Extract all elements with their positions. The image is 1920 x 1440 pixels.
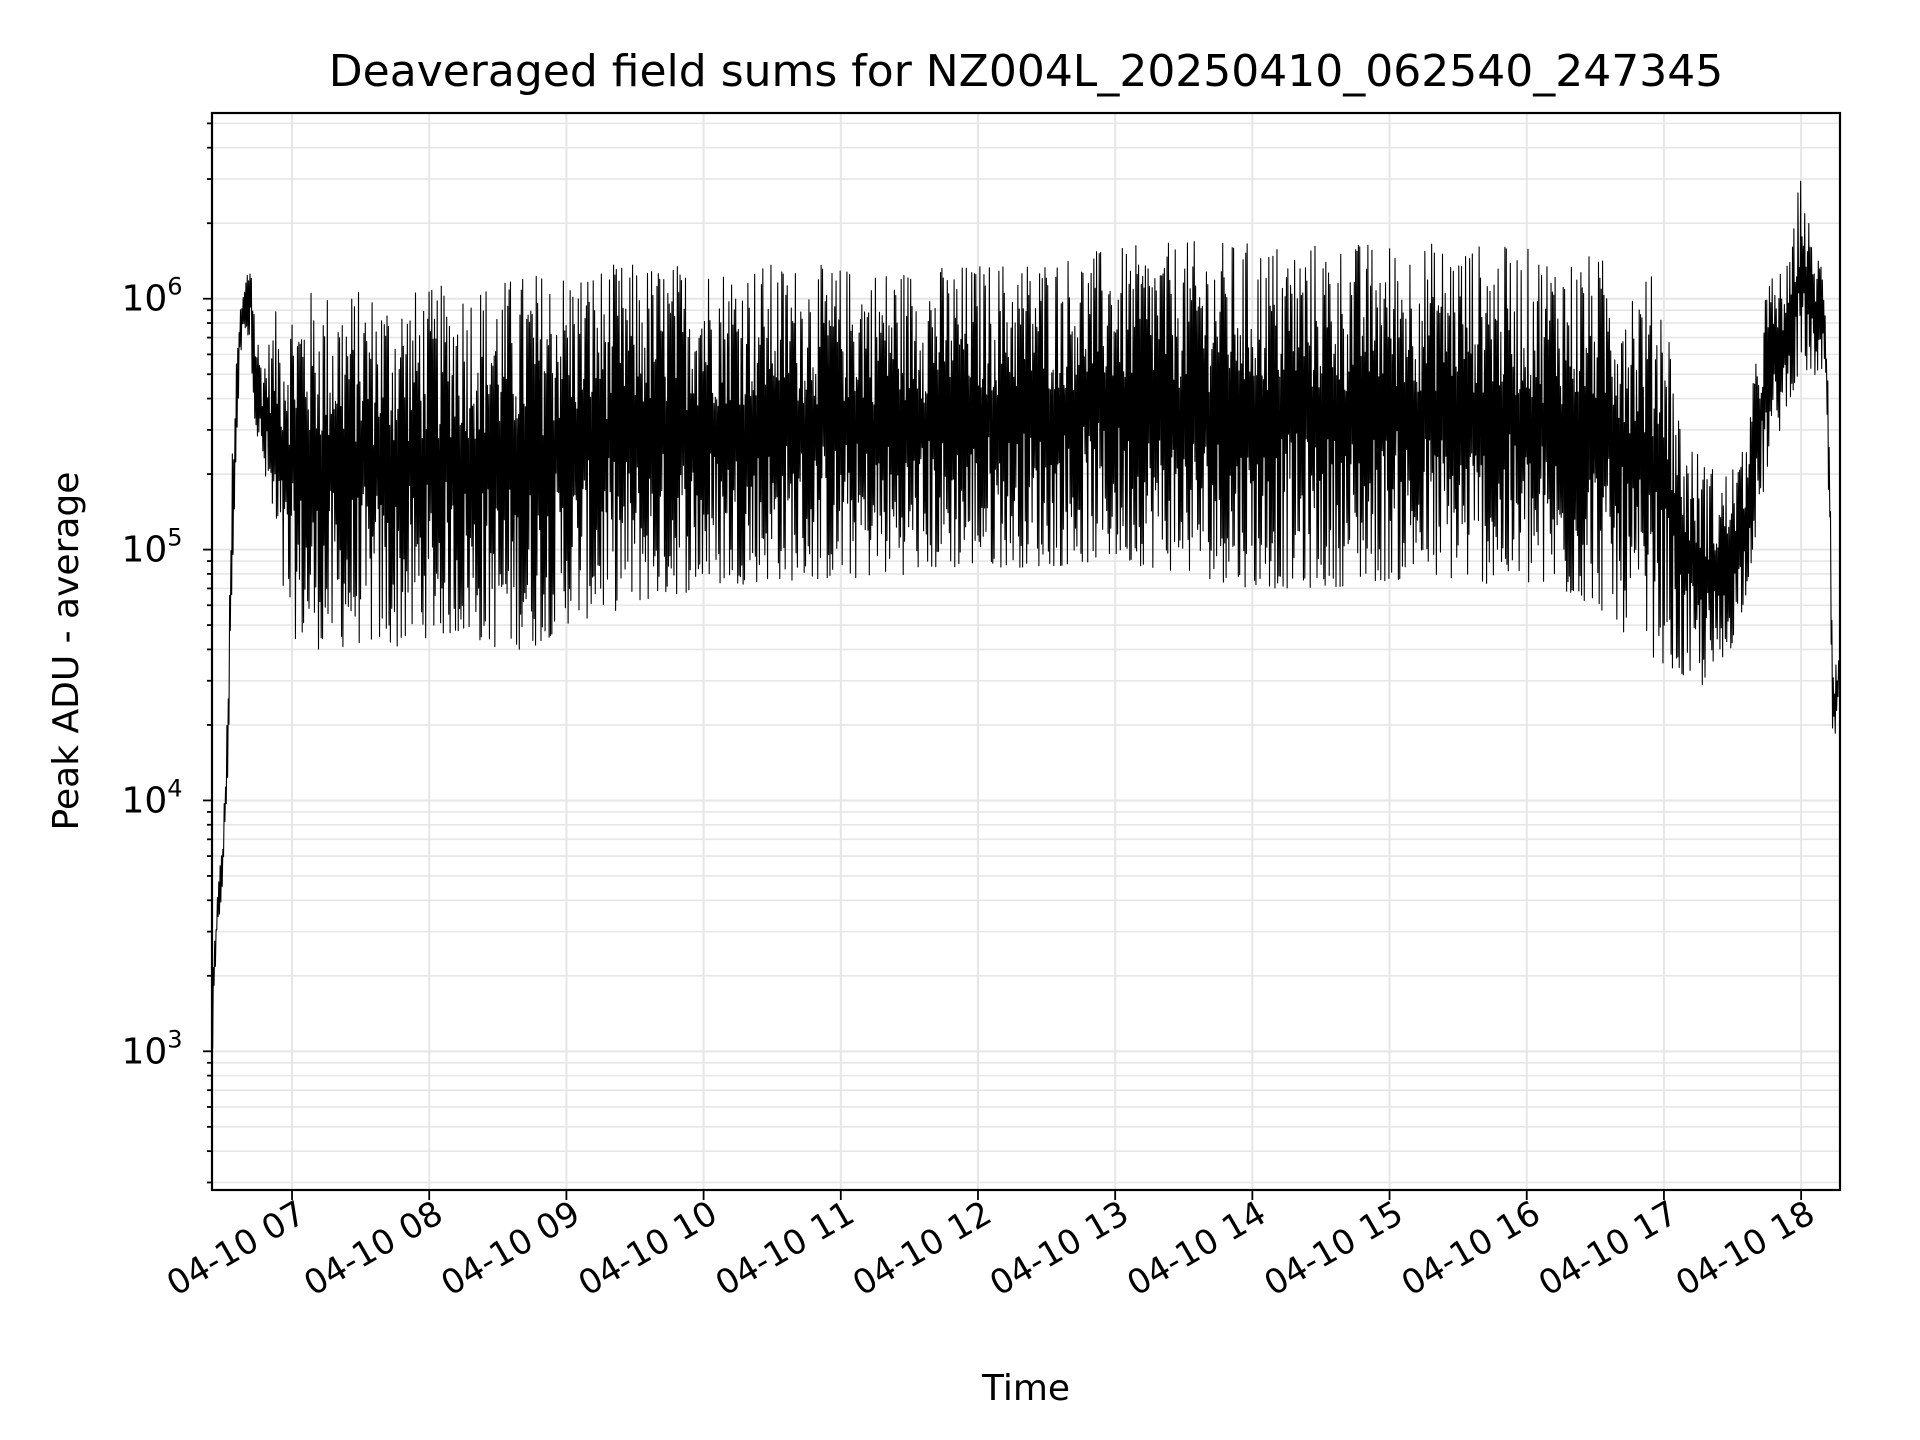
chart-title: Deaveraged field sums for NZ004L_2025041…: [329, 46, 1723, 97]
y-axis-label: Peak ADU - average: [46, 472, 87, 831]
x-axis-label: Time: [981, 1368, 1070, 1409]
y-tick-layer: 103 104 105 106: [121, 122, 212, 1184]
y-tick-label: 104: [121, 774, 182, 821]
grid-layer: [212, 113, 1840, 1190]
y-tick-label: 103: [121, 1025, 182, 1072]
series-layer: [211, 180, 1841, 1049]
plot-frame: [210, 111, 1842, 1192]
y-tick-label: 106: [121, 273, 182, 320]
series-line-0: [211, 180, 1841, 1049]
y-tick-label: 105: [121, 524, 182, 571]
